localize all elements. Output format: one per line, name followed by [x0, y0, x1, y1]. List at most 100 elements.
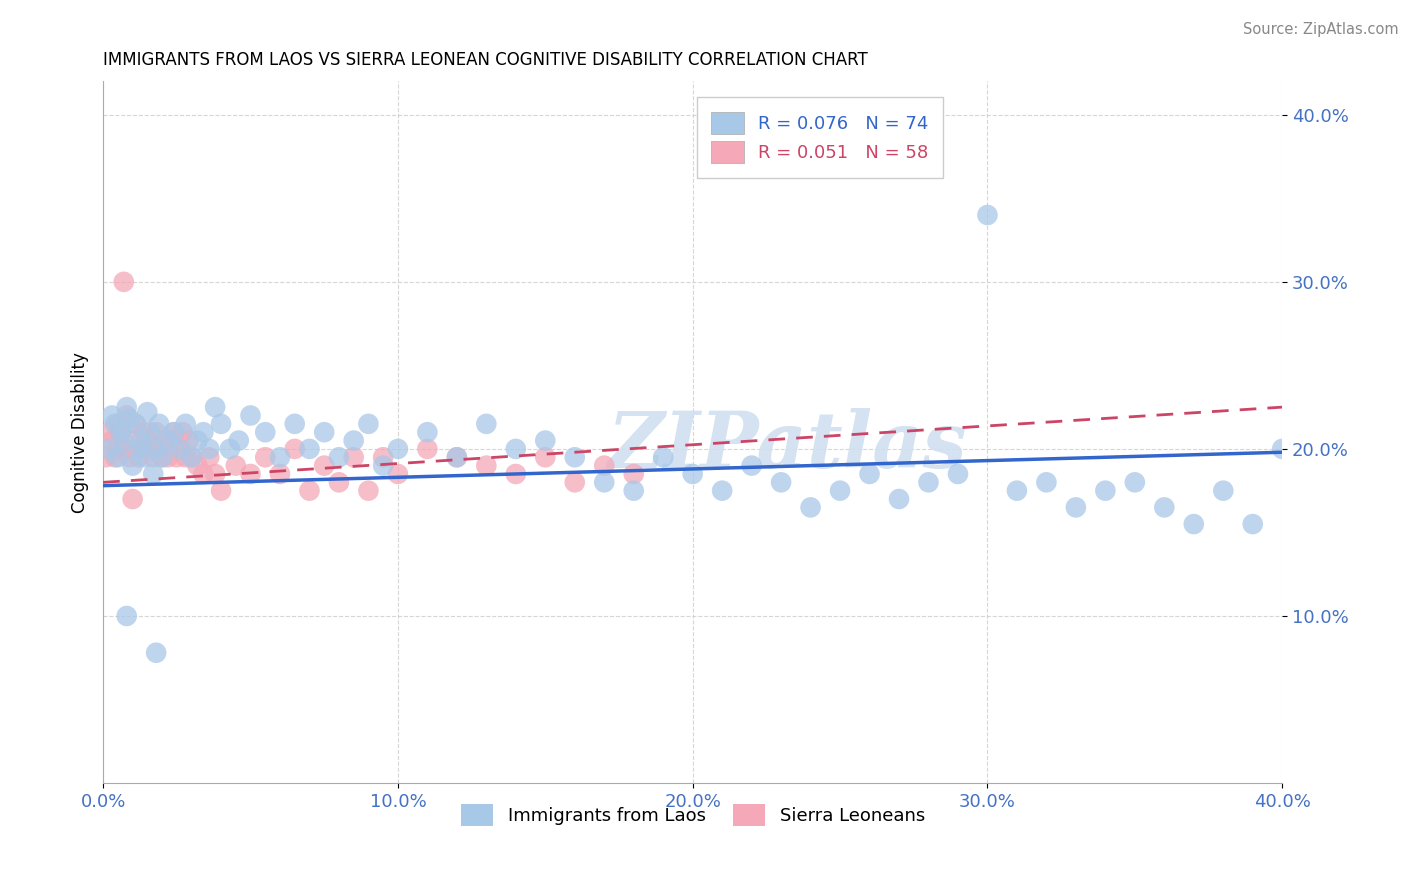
Point: [150, 450, 173, 465]
Point: [534, 450, 557, 465]
Point: [328, 475, 350, 490]
Point: [166, 450, 188, 465]
Point: [107, 417, 129, 431]
Point: [446, 450, 468, 465]
Point: [112, 434, 135, 448]
Point: [475, 458, 498, 473]
Point: [145, 425, 167, 440]
Legend: Immigrants from Laos, Sierra Leoneans: Immigrants from Laos, Sierra Leoneans: [453, 797, 932, 834]
Point: [416, 442, 439, 456]
Point: [593, 475, 616, 490]
Point: [174, 417, 197, 431]
Point: [446, 450, 468, 465]
Point: [254, 425, 277, 440]
Point: [153, 434, 176, 448]
Point: [1212, 483, 1234, 498]
Point: [1271, 442, 1294, 456]
Point: [98, 442, 121, 456]
Point: [858, 467, 880, 481]
Point: [145, 646, 167, 660]
Point: [1123, 475, 1146, 490]
Point: [193, 425, 215, 440]
Point: [198, 442, 221, 456]
Point: [104, 417, 127, 431]
Point: [269, 450, 291, 465]
Point: [128, 442, 150, 456]
Point: [505, 467, 527, 481]
Point: [343, 450, 366, 465]
Point: [150, 450, 173, 465]
Point: [136, 405, 159, 419]
Point: [387, 467, 409, 481]
Point: [186, 458, 208, 473]
Point: [148, 417, 170, 431]
Point: [711, 483, 734, 498]
Point: [887, 491, 910, 506]
Point: [298, 442, 321, 456]
Point: [209, 483, 232, 498]
Point: [564, 475, 586, 490]
Point: [328, 450, 350, 465]
Point: [139, 442, 162, 456]
Point: [741, 458, 763, 473]
Point: [124, 417, 146, 431]
Point: [163, 425, 186, 440]
Point: [373, 458, 395, 473]
Point: [239, 409, 262, 423]
Point: [1182, 517, 1205, 532]
Point: [107, 442, 129, 456]
Y-axis label: Cognitive Disability: Cognitive Disability: [72, 351, 89, 513]
Point: [139, 425, 162, 440]
Point: [121, 434, 143, 448]
Point: [101, 409, 124, 423]
Point: [284, 442, 307, 456]
Point: [1094, 483, 1116, 498]
Point: [770, 475, 793, 490]
Point: [204, 467, 226, 481]
Point: [682, 467, 704, 481]
Point: [110, 425, 132, 440]
Point: [131, 434, 153, 448]
Point: [128, 450, 150, 465]
Point: [314, 458, 336, 473]
Point: [204, 400, 226, 414]
Point: [534, 434, 557, 448]
Point: [652, 450, 675, 465]
Text: ZIPatlas: ZIPatlas: [607, 408, 967, 484]
Point: [209, 417, 232, 431]
Text: Source: ZipAtlas.com: Source: ZipAtlas.com: [1243, 22, 1399, 37]
Point: [174, 450, 197, 465]
Point: [1035, 475, 1057, 490]
Point: [475, 417, 498, 431]
Point: [357, 483, 380, 498]
Point: [180, 450, 202, 465]
Point: [946, 467, 969, 481]
Point: [343, 434, 366, 448]
Point: [186, 434, 208, 448]
Point: [163, 425, 186, 440]
Point: [107, 450, 129, 465]
Point: [118, 412, 141, 426]
Point: [124, 417, 146, 431]
Point: [115, 400, 138, 414]
Point: [1241, 517, 1264, 532]
Point: [156, 450, 179, 465]
Point: [357, 417, 380, 431]
Point: [121, 491, 143, 506]
Point: [800, 500, 823, 515]
Point: [239, 467, 262, 481]
Point: [121, 458, 143, 473]
Point: [169, 442, 191, 456]
Point: [1064, 500, 1087, 515]
Point: [917, 475, 939, 490]
Point: [134, 450, 156, 465]
Point: [131, 442, 153, 456]
Point: [254, 450, 277, 465]
Point: [284, 417, 307, 431]
Point: [505, 442, 527, 456]
Point: [564, 450, 586, 465]
Point: [112, 275, 135, 289]
Point: [828, 483, 851, 498]
Point: [228, 434, 250, 448]
Point: [142, 450, 165, 465]
